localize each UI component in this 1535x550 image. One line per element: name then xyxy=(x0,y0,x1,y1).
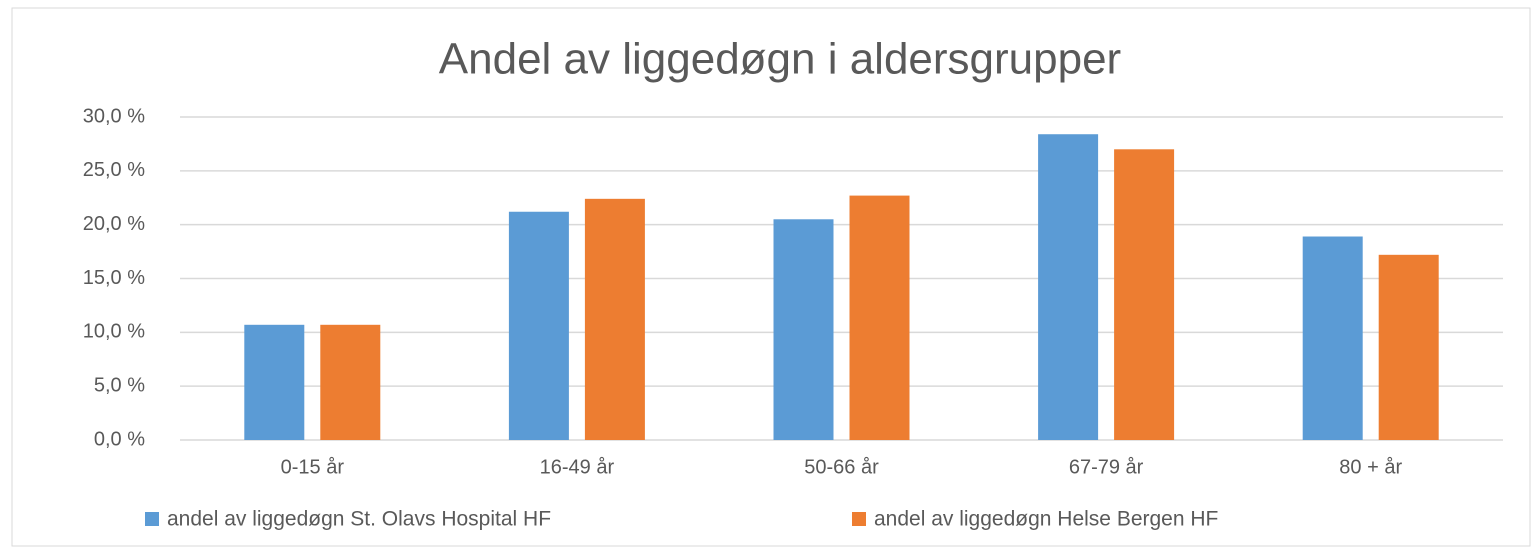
x-tick-label: 80 + år xyxy=(1339,456,1402,478)
bar xyxy=(1302,236,1363,440)
chart-frame xyxy=(11,7,1531,547)
legend-swatch xyxy=(852,512,866,526)
y-tick-label: 30,0 % xyxy=(83,105,145,127)
bar xyxy=(320,324,381,440)
bar xyxy=(1114,149,1175,441)
y-tick-label: 5,0 % xyxy=(94,374,145,396)
bar xyxy=(773,219,834,440)
x-tick-label: 16-49 år xyxy=(540,456,615,478)
x-tick-label: 0-15 år xyxy=(281,456,345,478)
bar xyxy=(508,211,569,440)
x-tick-label: 67-79 år xyxy=(1069,456,1144,478)
bar xyxy=(849,195,910,440)
y-tick-label: 10,0 % xyxy=(83,321,145,343)
chart-title: Andel av liggedøgn i aldersgrupper xyxy=(439,35,1121,84)
bar xyxy=(244,324,305,440)
x-tick-label: 50-66 år xyxy=(804,456,879,478)
legend-label: andel av liggedøgn Helse Bergen HF xyxy=(874,508,1218,531)
legend-swatch xyxy=(145,512,159,526)
bar xyxy=(1378,254,1439,440)
y-tick-label: 15,0 % xyxy=(83,267,145,289)
bar xyxy=(584,198,645,440)
y-tick-label: 0,0 % xyxy=(94,428,145,450)
y-tick-label: 20,0 % xyxy=(83,213,145,235)
y-tick-label: 25,0 % xyxy=(83,159,145,181)
legend-label: andel av liggedøgn St. Olavs Hospital HF xyxy=(167,508,551,531)
bar xyxy=(1038,134,1099,440)
